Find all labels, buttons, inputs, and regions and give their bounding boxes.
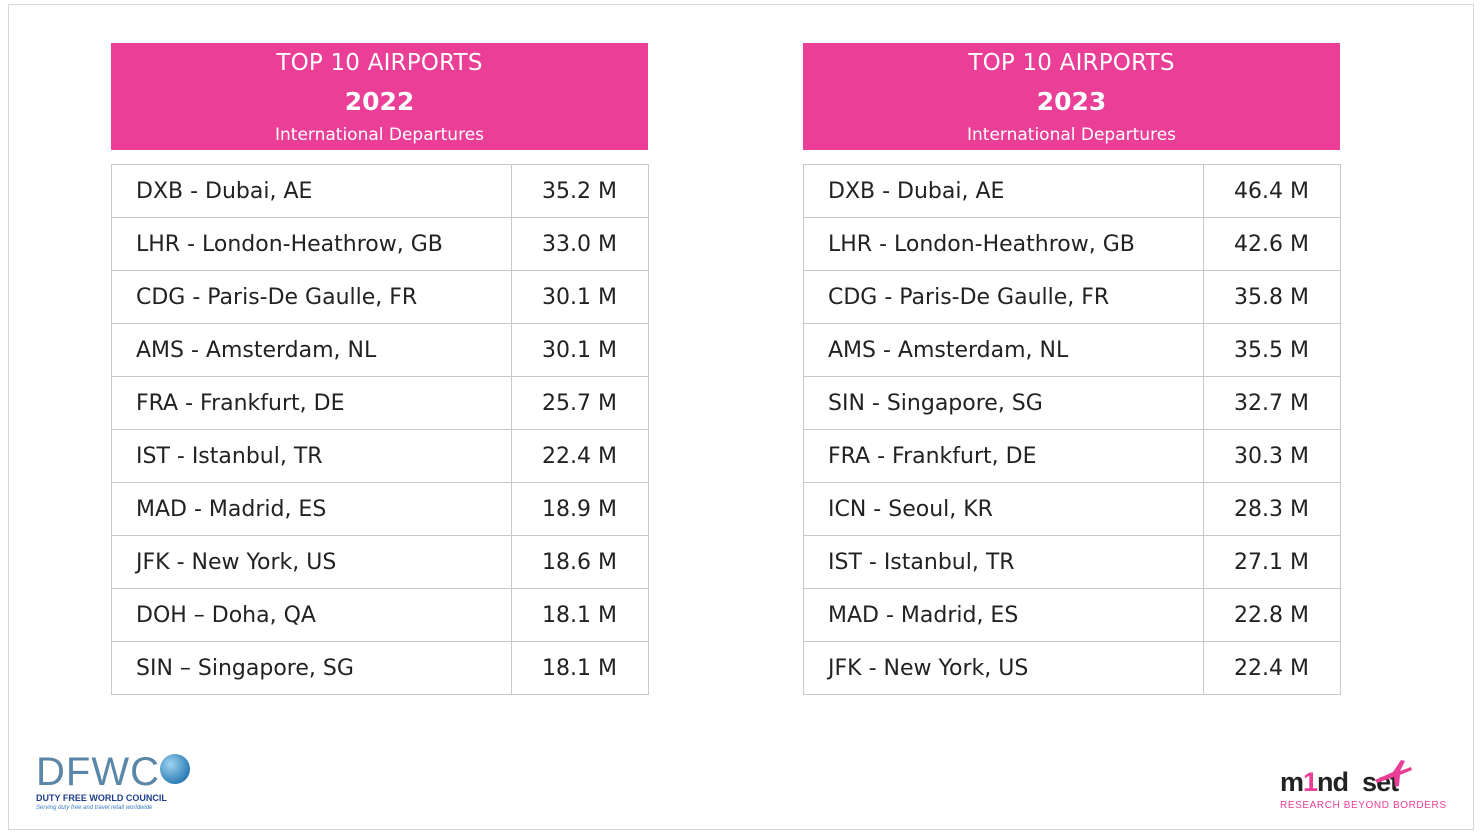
airport-name: MAD - Madrid, ES xyxy=(111,482,512,536)
airplane-icon xyxy=(1375,760,1412,787)
departures-value: 22.4 M xyxy=(1203,641,1341,695)
departures-value: 35.2 M xyxy=(511,164,649,218)
table-row: AMS - Amsterdam, NL 35.5 M xyxy=(803,323,1341,377)
airport-name: JFK - New York, US xyxy=(111,535,512,589)
departures-value: 33.0 M xyxy=(511,217,649,271)
airport-name: LHR - London-Heathrow, GB xyxy=(111,217,512,271)
airport-name: IST - Istanbul, TR xyxy=(111,429,512,483)
departures-value: 32.7 M xyxy=(1203,376,1341,430)
panel-title: TOP 10 AIRPORTS xyxy=(276,50,483,76)
departures-value: 18.6 M xyxy=(511,535,649,589)
dfwc-logo-tagline: Serving duty free and travel retail worl… xyxy=(36,805,153,811)
airport-name: DXB - Dubai, AE xyxy=(111,164,512,218)
panel-year: 2023 xyxy=(1036,87,1107,116)
departures-value: 22.4 M xyxy=(511,429,649,483)
departures-value: 18.9 M xyxy=(511,482,649,536)
table-row: CDG - Paris-De Gaulle, FR 35.8 M xyxy=(803,270,1341,324)
dfwc-logo: DFWC DUTY FREE WORLD COUNCIL Serving dut… xyxy=(36,750,190,820)
panel-2023: TOP 10 AIRPORTS 2023 International Depar… xyxy=(803,43,1341,695)
departures-value: 18.1 M xyxy=(511,588,649,642)
airport-name: DOH – Doha, QA xyxy=(111,588,512,642)
table-row: DXB - Dubai, AE 46.4 M xyxy=(803,164,1341,218)
airport-name: SIN – Singapore, SG xyxy=(111,641,512,695)
airport-name: SIN - Singapore, SG xyxy=(803,376,1204,430)
departures-value: 30.1 M xyxy=(511,323,649,377)
airport-name: JFK - New York, US xyxy=(803,641,1204,695)
table-row: LHR - London-Heathrow, GB 33.0 M xyxy=(111,217,649,271)
departures-value: 35.5 M xyxy=(1203,323,1341,377)
mindset-logo-word: m1nd set xyxy=(1280,767,1399,797)
departures-value: 46.4 M xyxy=(1203,164,1341,218)
departures-value: 30.3 M xyxy=(1203,429,1341,483)
departures-value: 25.7 M xyxy=(511,376,649,430)
dfwc-logo-mark: DFWC xyxy=(36,750,160,794)
airport-name: AMS - Amsterdam, NL xyxy=(803,323,1204,377)
airport-name: CDG - Paris-De Gaulle, FR xyxy=(803,270,1204,324)
airport-name: FRA - Frankfurt, DE xyxy=(803,429,1204,483)
table-row: IST - Istanbul, TR 27.1 M xyxy=(803,535,1341,589)
mindset-logo: m1nd set RESEARCH BEYOND BORDERS xyxy=(1278,758,1448,814)
airport-name: CDG - Paris-De Gaulle, FR xyxy=(111,270,512,324)
departures-value: 42.6 M xyxy=(1203,217,1341,271)
table-row: JFK - New York, US 18.6 M xyxy=(111,535,649,589)
mindset-logo-tagline: RESEARCH BEYOND BORDERS xyxy=(1280,800,1447,811)
panel-title: TOP 10 AIRPORTS xyxy=(968,50,1175,76)
airports-table: DXB - Dubai, AE 35.2 M LHR - London-Heath… xyxy=(111,164,649,695)
table-row: MAD - Madrid, ES 22.8 M xyxy=(803,588,1341,642)
panel-header: TOP 10 AIRPORTS 2022 International Depar… xyxy=(111,43,648,150)
panel-year: 2022 xyxy=(344,87,415,116)
table-row: DOH – Doha, QA 18.1 M xyxy=(111,588,649,642)
airport-name: FRA - Frankfurt, DE xyxy=(111,376,512,430)
table-row: AMS - Amsterdam, NL 30.1 M xyxy=(111,323,649,377)
airport-name: AMS - Amsterdam, NL xyxy=(111,323,512,377)
panel-2022: TOP 10 AIRPORTS 2022 International Depar… xyxy=(111,43,649,695)
globe-icon xyxy=(160,754,190,784)
table-row: SIN - Singapore, SG 32.7 M xyxy=(803,376,1341,430)
table-row: ICN - Seoul, KR 28.3 M xyxy=(803,482,1341,536)
airport-name: MAD - Madrid, ES xyxy=(803,588,1204,642)
panel-header: TOP 10 AIRPORTS 2023 International Depar… xyxy=(803,43,1340,150)
dfwc-logo-name: DUTY FREE WORLD COUNCIL xyxy=(36,793,167,803)
departures-value: 35.8 M xyxy=(1203,270,1341,324)
departures-value: 28.3 M xyxy=(1203,482,1341,536)
table-row: JFK - New York, US 22.4 M xyxy=(803,641,1341,695)
table-row: LHR - London-Heathrow, GB 42.6 M xyxy=(803,217,1341,271)
table-row: FRA - Frankfurt, DE 30.3 M xyxy=(803,429,1341,483)
departures-value: 18.1 M xyxy=(511,641,649,695)
table-row: DXB - Dubai, AE 35.2 M xyxy=(111,164,649,218)
airport-name: DXB - Dubai, AE xyxy=(803,164,1204,218)
table-row: CDG - Paris-De Gaulle, FR 30.1 M xyxy=(111,270,649,324)
table-row: SIN – Singapore, SG 18.1 M xyxy=(111,641,649,695)
panel-subtitle: International Departures xyxy=(966,125,1177,145)
table-row: MAD - Madrid, ES 18.9 M xyxy=(111,482,649,536)
table-row: IST - Istanbul, TR 22.4 M xyxy=(111,429,649,483)
airport-name: LHR - London-Heathrow, GB xyxy=(803,217,1204,271)
airport-name: IST - Istanbul, TR xyxy=(803,535,1204,589)
panel-subtitle: International Departures xyxy=(274,125,485,145)
departures-value: 22.8 M xyxy=(1203,588,1341,642)
departures-value: 27.1 M xyxy=(1203,535,1341,589)
departures-value: 30.1 M xyxy=(511,270,649,324)
airport-name: ICN - Seoul, KR xyxy=(803,482,1204,536)
table-row: FRA - Frankfurt, DE 25.7 M xyxy=(111,376,649,430)
airports-table: DXB - Dubai, AE 46.4 M LHR - London-Heath… xyxy=(803,164,1341,695)
